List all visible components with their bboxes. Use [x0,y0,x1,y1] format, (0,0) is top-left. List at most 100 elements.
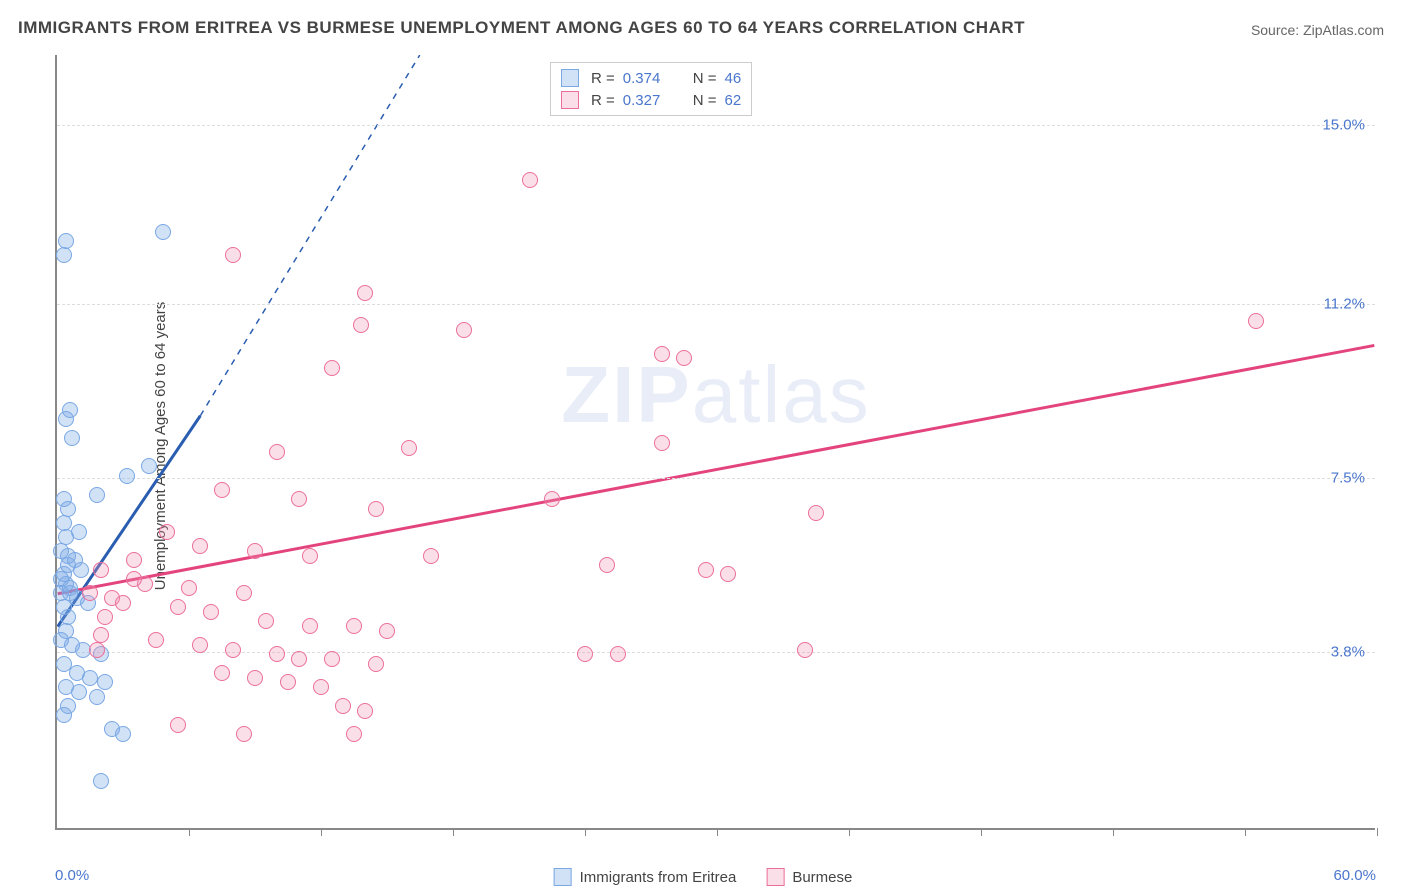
data-point [302,618,318,634]
data-point [346,726,362,742]
correlation-legend: R =0.374N =46R =0.327N =62 [550,62,752,116]
x-max-label: 60.0% [1333,867,1376,884]
data-point [720,566,736,582]
data-point [170,717,186,733]
data-point [346,618,362,634]
data-point [82,670,98,686]
trend-lines [57,55,1375,828]
data-point [456,322,472,338]
series-legend-label: Immigrants from Eritrea [580,869,737,886]
data-point [97,674,113,690]
y-tick-label: 3.8% [1331,643,1365,660]
x-tick [981,828,982,836]
x-tick [321,828,322,836]
data-point [126,552,142,568]
x-tick [585,828,586,836]
data-point [269,444,285,460]
data-point [71,684,87,700]
data-point [236,726,252,742]
data-point [115,726,131,742]
data-point [368,656,384,672]
data-point [676,350,692,366]
y-tick-label: 7.5% [1331,469,1365,486]
data-point [82,585,98,601]
gridline [57,478,1375,479]
x-tick [453,828,454,836]
data-point [192,538,208,554]
data-point [1248,313,1264,329]
data-point [62,585,78,601]
data-point [247,670,263,686]
data-point [225,642,241,658]
data-point [280,674,296,690]
data-point [60,548,76,564]
gridline [57,652,1375,653]
x-tick [1377,828,1378,836]
x-min-label: 0.0% [55,867,89,884]
correlation-legend-row: R =0.327N =62 [561,89,741,111]
data-point [155,224,171,240]
data-point [56,515,72,531]
data-point [58,411,74,427]
data-point [368,501,384,517]
x-tick [717,828,718,836]
series-legend: Immigrants from Eritrea Burmese [554,868,853,886]
data-point [236,585,252,601]
x-tick [849,828,850,836]
data-point [797,642,813,658]
data-point [654,435,670,451]
data-point [544,491,560,507]
data-point [148,632,164,648]
data-point [181,580,197,596]
data-point [93,773,109,789]
data-point [115,595,131,611]
data-point [203,604,219,620]
watermark: ZIPatlas [561,349,870,441]
series-legend-label: Burmese [792,869,852,886]
data-point [126,571,142,587]
data-point [335,698,351,714]
data-point [577,646,593,662]
data-point [291,651,307,667]
data-point [73,562,89,578]
n-value: 62 [725,92,742,109]
legend-swatch [554,868,572,886]
r-label: R = [591,70,615,87]
data-point [56,707,72,723]
correlation-legend-row: R =0.374N =46 [561,67,741,89]
data-point [119,468,135,484]
data-point [225,247,241,263]
data-point [89,689,105,705]
n-value: 46 [725,70,742,87]
data-point [269,646,285,662]
data-point [56,247,72,263]
data-point [357,703,373,719]
legend-swatch [561,91,579,109]
data-point [610,646,626,662]
data-point [89,487,105,503]
data-point [423,548,439,564]
data-point [313,679,329,695]
data-point [353,317,369,333]
data-point [401,440,417,456]
data-point [89,642,105,658]
data-point [698,562,714,578]
data-point [141,458,157,474]
r-value: 0.374 [623,70,673,87]
x-tick [1245,828,1246,836]
r-value: 0.327 [623,92,673,109]
data-point [159,524,175,540]
data-point [214,665,230,681]
plot-area: ZIPatlas 3.8%7.5%11.2%15.0% [55,55,1375,830]
data-point [170,599,186,615]
series-legend-item: Burmese [766,868,852,886]
data-point [247,543,263,559]
data-point [324,651,340,667]
data-point [97,609,113,625]
series-legend-item: Immigrants from Eritrea [554,868,737,886]
gridline [57,125,1375,126]
data-point [654,346,670,362]
data-point [357,285,373,301]
data-point [302,548,318,564]
y-tick-label: 15.0% [1322,117,1365,134]
